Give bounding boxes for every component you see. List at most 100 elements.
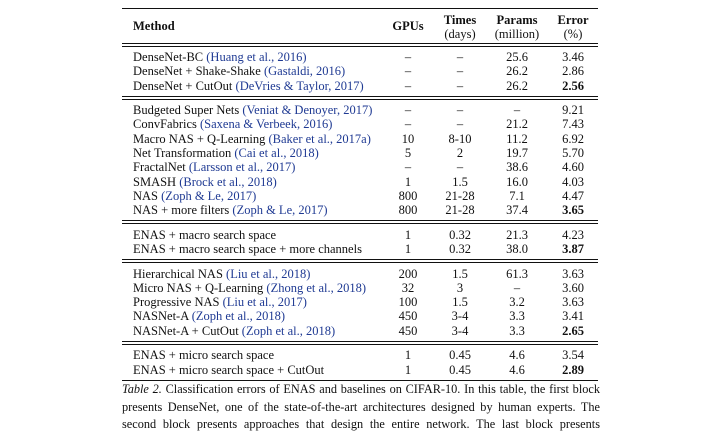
params-cell: 38.0: [506, 242, 528, 256]
method-cell: ENAS + micro search space: [133, 348, 274, 362]
header-label: Params: [496, 13, 538, 27]
method-cell: Micro NAS + Q-Learning (Zhong et al., 20…: [133, 281, 366, 295]
error-cell: 3.65: [562, 203, 584, 218]
gpus-cell: –: [404, 50, 412, 64]
method-name: ENAS + macro search space + more channel…: [133, 242, 362, 256]
gpus-cell: 800: [398, 188, 418, 203]
method-name: DenseNet + Shake-Shake: [133, 64, 261, 79]
error-cell: 3.87: [562, 242, 584, 256]
error-cell: 3.41: [562, 309, 584, 324]
times-cell: –: [456, 78, 464, 93]
method-cell: Macro NAS + Q-Learning (Baker et al., 20…: [133, 132, 371, 146]
times-cell: 3-4: [451, 309, 469, 324]
params-cell: 19.7: [506, 146, 528, 160]
header-unit: (days): [444, 27, 476, 41]
method-name: DenseNet + CutOut: [133, 78, 233, 93]
citation: (Brock et al., 2018): [179, 174, 277, 189]
citation: (Liu et al., 2017): [222, 295, 307, 310]
params-cell: 21.2: [506, 117, 528, 132]
method-name: ENAS + micro search space + CutOut: [133, 362, 325, 377]
params-cell: 4.6: [509, 362, 525, 377]
times-cell: –: [456, 50, 464, 64]
times-cell: 3: [456, 280, 464, 295]
method-name: SMASH: [133, 174, 177, 189]
method-name: Net Transformation: [133, 146, 232, 160]
method-cell: NASNet-A + CutOut (Zoph et al., 2018): [133, 324, 335, 338]
header-label: Error: [557, 13, 589, 27]
error-cell: 3.60: [562, 280, 584, 295]
citation: (Zoph et al., 2018): [241, 323, 336, 338]
times-cell: –: [456, 64, 464, 79]
method-name: NASNet-A + CutOut: [133, 323, 239, 338]
error-cell: 3.63: [562, 295, 584, 310]
caption: Table 2. Classification errors of ENAS a…: [122, 381, 600, 433]
citation: (Zhong et al., 2018): [266, 280, 367, 295]
citation: (Veniat & Denoyer, 2017): [242, 103, 373, 118]
params-cell: 37.4: [506, 203, 528, 218]
method-cell: FractalNet (Larsson et al., 2017): [133, 160, 295, 174]
method-cell: ENAS + macro search space + more channel…: [133, 242, 362, 256]
gpus-cell: 10: [401, 131, 415, 146]
rule: [122, 8, 598, 9]
error-cell: 7.43: [562, 117, 584, 132]
params-cell: 16.0: [506, 174, 528, 189]
gpus-cell: –: [404, 117, 412, 132]
gpus-cell: –: [404, 78, 412, 93]
params-cell: 11.2: [506, 131, 528, 146]
error-cell: 9.21: [562, 103, 584, 118]
citation: (Larsson et al., 2017): [188, 160, 296, 175]
gpus-cell: 1: [404, 348, 412, 363]
times-cell: 0.32: [449, 227, 471, 242]
times-cell: –: [456, 160, 464, 175]
times-cell: 1.5: [452, 266, 468, 281]
method-name: Hierarchical NAS: [133, 266, 223, 281]
times-cell: 0.45: [449, 348, 471, 363]
error-cell: 3.46: [562, 50, 584, 64]
rule: [122, 220, 598, 222]
rule: [122, 98, 598, 100]
gpus-cell: –: [404, 160, 412, 175]
rule: [122, 262, 598, 263]
citation: (Cai et al., 2018): [234, 146, 319, 160]
rule: [122, 379, 598, 381]
header-unit: (%): [563, 27, 583, 41]
times-cell: 3-4: [451, 323, 469, 338]
caption-label: Table 2.: [122, 382, 162, 396]
rule: [122, 95, 598, 97]
error-cell: 4.23: [562, 227, 584, 242]
method-cell: NAS (Zoph & Le, 2017): [133, 189, 256, 203]
gpus-cell: 450: [398, 323, 418, 338]
method-cell: Net Transformation (Cai et al., 2018): [133, 146, 319, 160]
method-name: NAS: [133, 188, 159, 203]
gpus-cell: –: [404, 103, 412, 118]
citation: (Saxena & Verbeek, 2016): [200, 117, 333, 132]
method-cell: DenseNet-BC (Huang et al., 2016): [133, 50, 307, 64]
error-cell: 4.60: [562, 160, 584, 175]
header-label: GPUs: [392, 19, 424, 33]
rule: [122, 223, 598, 225]
method-name: Progressive NAS: [133, 295, 220, 310]
citation: (Gastaldi, 2016): [263, 64, 346, 79]
error-cell: 3.63: [562, 266, 584, 281]
method-cell: DenseNet + Shake-Shake (Gastaldi, 2016): [133, 64, 345, 78]
gpus-cell: 32: [401, 280, 415, 295]
times-cell: 1.5: [452, 174, 468, 189]
gpus-cell: 1: [404, 227, 412, 242]
citation: (Zoph et al., 2018): [191, 309, 286, 324]
method-name: Macro NAS + Q-Learning: [133, 131, 266, 146]
method-name: Micro NAS + Q-Learning: [133, 280, 264, 295]
times-cell: 0.45: [449, 362, 471, 377]
times-cell: 21-28: [445, 188, 475, 203]
method-name: ConvFabrics: [133, 117, 197, 132]
rule: [122, 43, 598, 44]
error-cell: 4.47: [562, 188, 584, 203]
params-cell: –: [513, 103, 521, 118]
times-cell: 0.32: [449, 242, 471, 256]
params-cell: 61.3: [506, 266, 528, 281]
error-cell: 2.65: [562, 323, 584, 338]
error-cell: 3.54: [562, 348, 584, 363]
params-cell: 3.3: [509, 309, 525, 324]
gpus-cell: 200: [398, 266, 418, 281]
caption-text: Classification errors of ENAS and baseli…: [122, 382, 600, 431]
params-cell: –: [513, 280, 521, 295]
